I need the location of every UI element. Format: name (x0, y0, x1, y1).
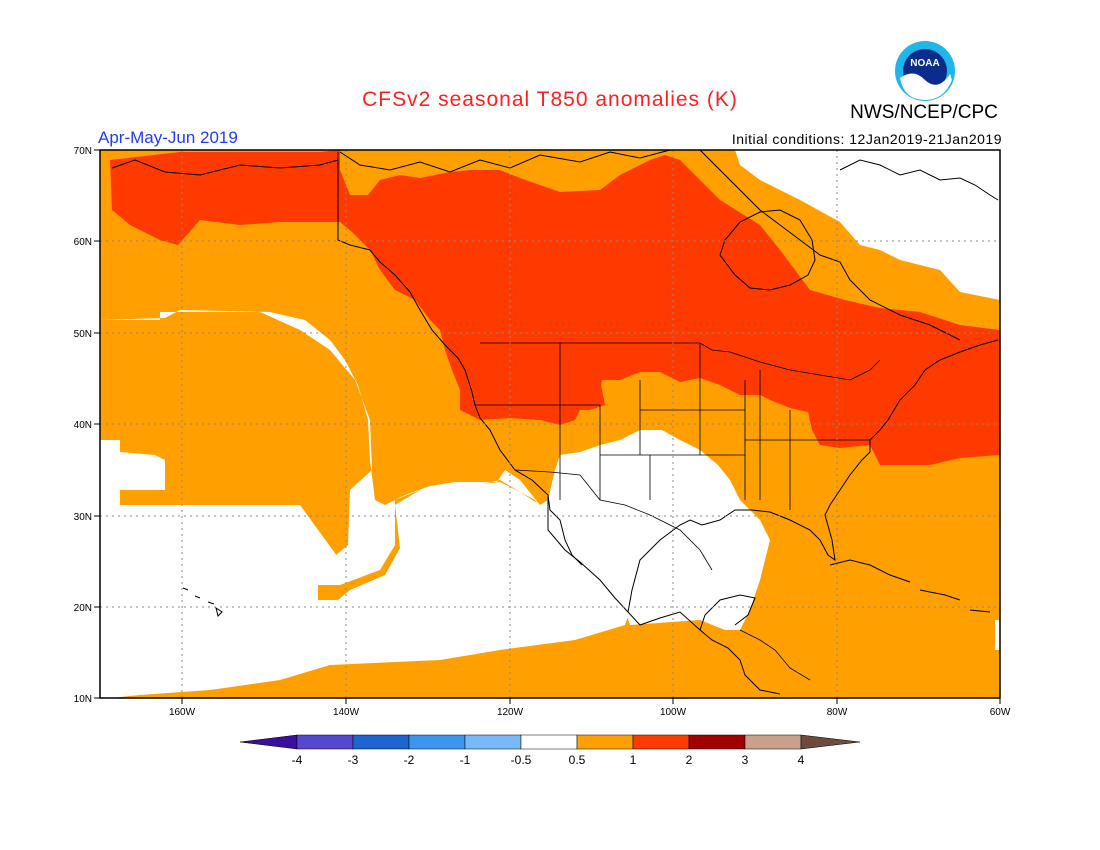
lat-tick-label: 10N (74, 694, 92, 705)
colorbar-cell (744, 734, 802, 750)
colorbar-cell-lowest (239, 734, 298, 750)
colorbar-cell (576, 734, 634, 750)
colorbar-label: -2 (404, 753, 415, 767)
agency-label: NWS/NCEP/CPC (850, 102, 998, 123)
lon-tick-label: 140W (333, 707, 360, 718)
anomaly-region-neutral-pacific (100, 310, 770, 630)
anomaly-region-neutral-edge (995, 620, 1000, 650)
lon-tick-labels: 160W 140W 120W 100W 80W 60W (169, 707, 1011, 718)
gridlines (100, 150, 1000, 698)
lat-tick-labels: 10N 20N 30N 40N 50N 60N 70N (74, 146, 92, 705)
coast-cuba (829, 559, 991, 613)
colorbar-label: 0.5 (569, 753, 586, 767)
anomaly-region-neutral-northeast (735, 150, 1000, 300)
lon-tick-label: 100W (660, 707, 687, 718)
colorbar-label: 4 (798, 753, 805, 767)
tick-marks (94, 149, 1001, 704)
colorbar-cell (296, 734, 354, 750)
initial-conditions-label: Initial conditions: 12Jan2019-21Jan2019 (731, 131, 1002, 147)
colorbar-cell (464, 734, 522, 750)
anomaly-region-neutral-pacific-south (100, 482, 630, 698)
colorbar-cell (352, 734, 410, 750)
lon-tick-label: 160W (169, 707, 196, 718)
coast-hawaii (182, 587, 223, 617)
colorbar-cell (408, 734, 466, 750)
border-mexico-central (739, 629, 811, 681)
anomaly-region-1-2-central (555, 340, 770, 412)
chart-title: CFSv2 seasonal T850 anomalies (K) (362, 88, 738, 111)
lon-tick-label: 80W (827, 707, 848, 718)
colorbar-cell-highest (800, 734, 861, 750)
colorbar-label: -1 (460, 753, 471, 767)
coast-yucatan (699, 594, 756, 631)
lat-tick-label: 20N (74, 603, 92, 614)
boundaries (337, 152, 881, 681)
lat-tick-label: 40N (74, 420, 92, 431)
noaa-logo: NOAA (895, 41, 955, 101)
colorbar-cell (632, 734, 690, 750)
coast-arctic (339, 149, 961, 341)
colorbar-label: 3 (742, 753, 749, 767)
lat-tick-label: 70N (74, 146, 92, 157)
coast-east (869, 339, 999, 441)
colorbar: -4 -3 -2 -1 -0.5 0.5 1 2 3 4 (239, 734, 861, 767)
coast-alaska (111, 159, 781, 695)
border-us-canada (480, 342, 881, 381)
lon-tick-label: 120W (497, 707, 524, 718)
colorbar-label: -4 (292, 753, 303, 767)
period-label: Apr-May-Jun 2019 (98, 128, 238, 147)
coast-gulf (627, 440, 871, 613)
colorbar-label: 2 (686, 753, 693, 767)
coast-hudson (719, 209, 816, 291)
lat-tick-label: 30N (74, 512, 92, 523)
logo-text: NOAA (910, 58, 939, 69)
colorbar-cell (688, 734, 746, 750)
colorbar-label: -3 (348, 753, 359, 767)
colorbar-cell (520, 734, 578, 750)
coast-greenland (839, 159, 999, 201)
map-plot-area: 160W 140W 120W 100W 80W 60W 10N 20N 30N … (74, 146, 1011, 718)
lat-tick-label: 50N (74, 329, 92, 340)
anomaly-region-1-2-west (110, 150, 1000, 465)
lon-tick-label: 60W (990, 707, 1011, 718)
coast-baja (547, 494, 583, 566)
coastlines (111, 149, 999, 695)
lat-tick-label: 60N (74, 237, 92, 248)
colorbar-label: -0.5 (511, 753, 532, 767)
border-states (475, 343, 870, 510)
colorbar-label: 1 (630, 753, 637, 767)
